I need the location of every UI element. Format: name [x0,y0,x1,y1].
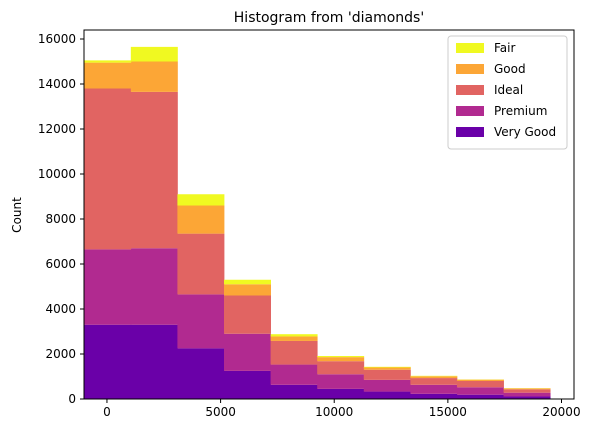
bar-very-good-bin-8 [457,395,504,399]
bar-premium-bin-5 [317,374,364,389]
bar-ideal-bin-7 [410,378,457,385]
x-tick-label: 0 [103,405,111,419]
bar-ideal-bin-1 [131,92,178,248]
bar-very-good-bin-3 [224,371,271,399]
bar-very-good-bin-0 [84,325,131,399]
y-tick-label: 14000 [38,77,76,91]
bar-good-bin-4 [271,336,318,341]
bar-fair-bin-0 [84,60,131,62]
bar-premium-bin-3 [224,334,271,371]
y-tick-label: 4000 [45,302,76,316]
bar-good-bin-1 [131,62,178,92]
bar-good-bin-7 [410,376,457,378]
legend-label: Fair [494,41,515,55]
bar-fair-bin-4 [271,334,318,336]
bar-very-good-bin-2 [177,348,224,399]
bar-premium-bin-8 [457,387,504,394]
legend-swatch [456,64,484,74]
y-axis-label: Count [10,197,24,233]
y-tick-label: 6000 [45,257,76,271]
bar-ideal-bin-3 [224,296,271,334]
bar-very-good-bin-6 [364,392,411,399]
bar-premium-bin-4 [271,365,318,385]
legend-swatch [456,127,484,137]
bar-premium-bin-6 [364,380,411,392]
bar-ideal-bin-4 [271,341,318,365]
bar-ideal-bin-5 [317,361,364,374]
bar-fair-bin-3 [224,280,271,285]
bar-ideal-bin-0 [84,89,131,250]
bar-good-bin-3 [224,284,271,295]
legend-label: Ideal [494,83,523,97]
bar-premium-bin-9 [504,393,551,397]
bar-good-bin-8 [457,380,504,381]
legend-swatch [456,85,484,95]
bar-ideal-bin-9 [504,389,551,392]
legend-swatch [456,106,484,116]
legend-swatch [456,43,484,53]
y-tick-label: 12000 [38,122,76,136]
bar-ideal-bin-2 [177,234,224,295]
y-tick-label: 0 [68,392,76,406]
x-tick-label: 5000 [205,405,236,419]
y-tick-label: 8000 [45,212,76,226]
y-tick-label: 2000 [45,347,76,361]
bar-very-good-bin-1 [131,325,178,399]
chart-title: Histogram from 'diamonds' [234,10,424,26]
bar-good-bin-2 [177,206,224,234]
bar-premium-bin-7 [410,385,457,394]
bar-ideal-bin-6 [364,370,411,380]
legend-label: Very Good [494,125,556,139]
bar-premium-bin-0 [84,249,131,324]
bar-fair-bin-2 [177,194,224,205]
bar-very-good-bin-5 [317,389,364,399]
bar-very-good-bin-4 [271,385,318,399]
legend: Fair Good Ideal Premium Very Good [448,36,567,149]
x-tick-label: 10000 [315,405,353,419]
bar-premium-bin-2 [177,294,224,348]
x-tick-label: 15000 [429,405,467,419]
bar-very-good-bin-7 [410,394,457,399]
bar-good-bin-9 [504,388,551,389]
legend-label: Premium [494,104,547,118]
x-tick-label: 20000 [542,405,580,419]
legend-label: Good [494,62,526,76]
y-tick-label: 16000 [38,32,76,46]
bar-fair-bin-6 [364,367,411,368]
bar-premium-bin-1 [131,248,178,325]
bar-fair-bin-1 [131,47,178,62]
y-tick-label: 10000 [38,167,76,181]
bar-fair-bin-5 [317,356,364,357]
bar-good-bin-6 [364,368,411,370]
bar-good-bin-0 [84,63,131,89]
bar-ideal-bin-8 [457,381,504,387]
bar-good-bin-5 [317,357,364,361]
